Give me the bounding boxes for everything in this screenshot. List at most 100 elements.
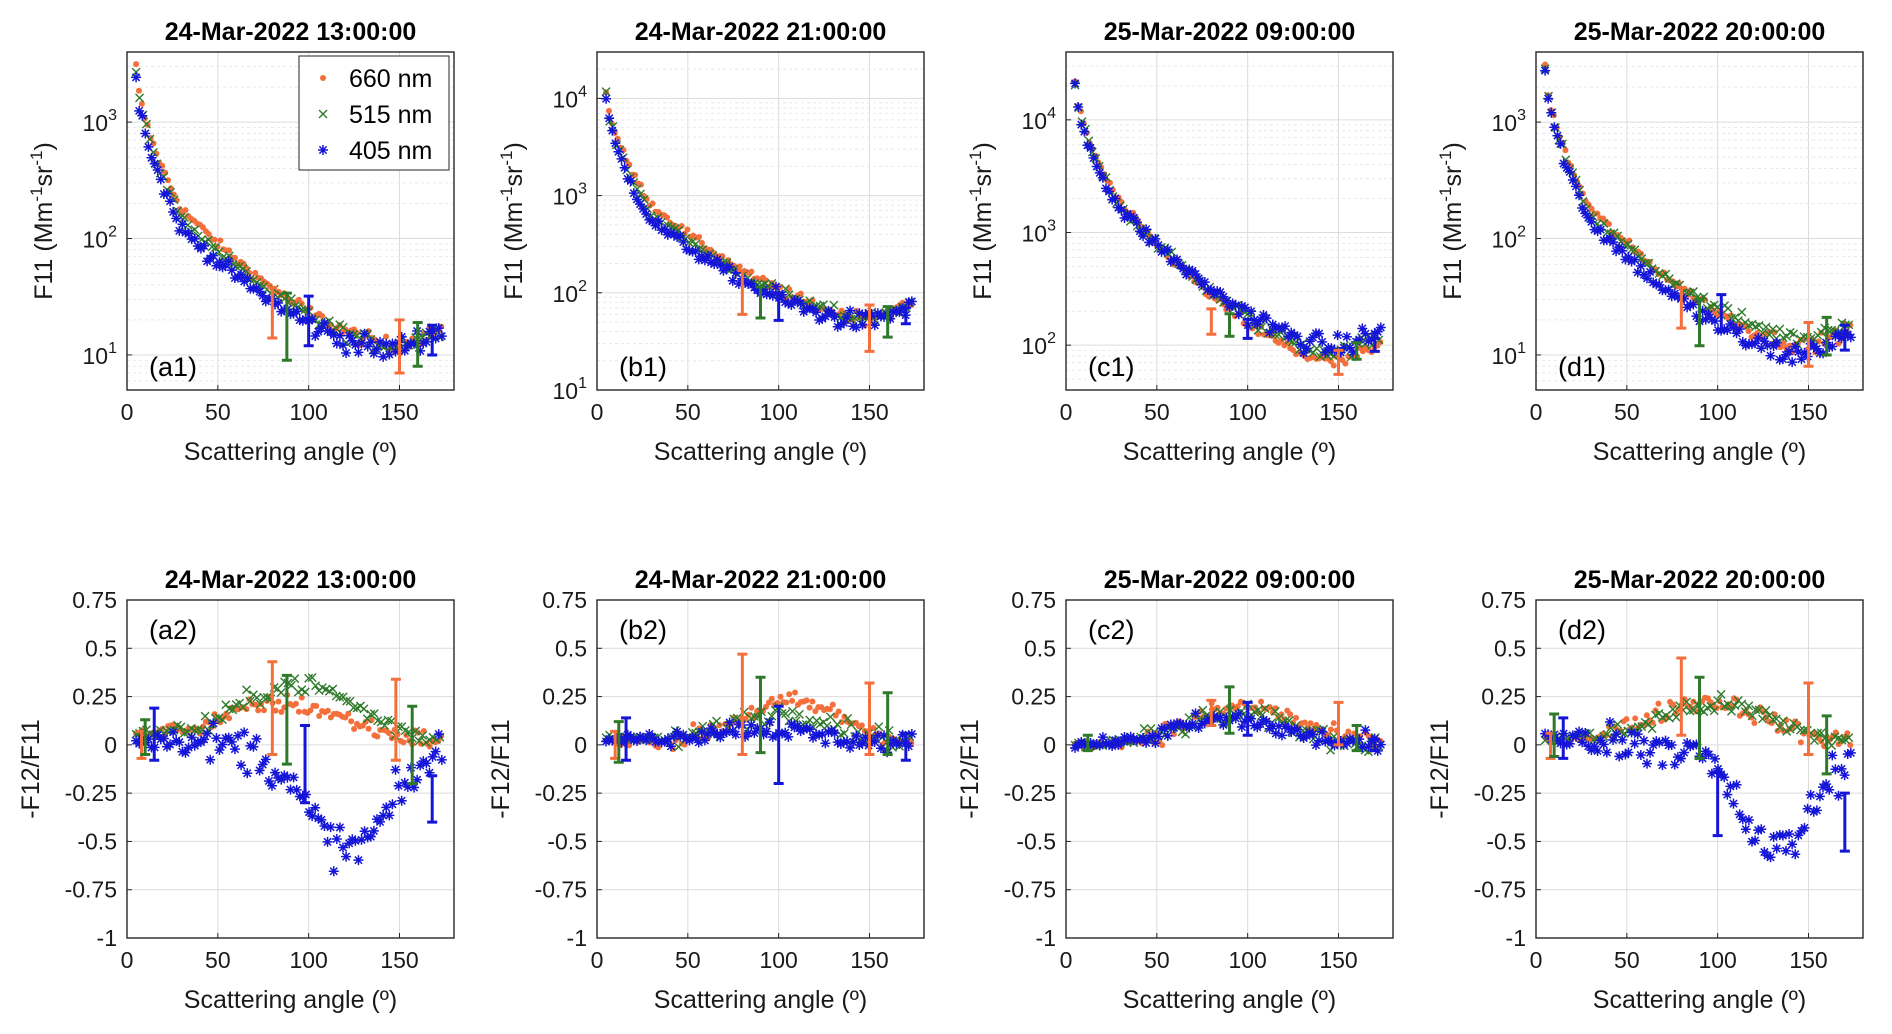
point-405nm bbox=[1629, 738, 1640, 749]
point-405nm bbox=[780, 297, 791, 308]
point-405nm bbox=[300, 313, 311, 324]
point-515nm bbox=[636, 189, 646, 199]
point-405nm bbox=[604, 113, 615, 124]
point-405nm bbox=[1719, 324, 1730, 335]
point-515nm bbox=[1274, 713, 1284, 723]
point-660nm bbox=[1327, 726, 1334, 733]
point-405nm bbox=[171, 735, 182, 746]
point-405nm bbox=[1116, 736, 1127, 747]
point-405nm bbox=[1762, 850, 1773, 861]
point-405nm bbox=[239, 727, 250, 738]
point-515nm bbox=[1664, 274, 1674, 284]
y-tick-label: -0.5 bbox=[1016, 828, 1056, 854]
point-405nm bbox=[1341, 738, 1352, 749]
y-tick-label: 0.75 bbox=[72, 587, 117, 613]
point-405nm bbox=[1341, 331, 1352, 342]
point-405nm bbox=[1233, 709, 1244, 720]
x-tick-label: 0 bbox=[591, 947, 604, 973]
point-405nm bbox=[814, 315, 825, 326]
point-405nm bbox=[672, 726, 683, 737]
error-bar-405nm bbox=[427, 774, 438, 824]
point-405nm bbox=[356, 834, 367, 845]
point-405nm bbox=[1085, 737, 1096, 748]
point-515nm bbox=[345, 696, 355, 706]
point-515nm bbox=[1689, 286, 1699, 296]
point-405nm bbox=[319, 820, 330, 831]
point-515nm bbox=[1754, 320, 1764, 330]
point-405nm bbox=[1790, 849, 1801, 860]
point-515nm bbox=[228, 705, 238, 715]
point-660nm bbox=[1623, 716, 1630, 723]
point-405nm bbox=[362, 341, 373, 352]
point-405nm bbox=[730, 267, 741, 278]
point-405nm bbox=[341, 348, 352, 359]
point-660nm bbox=[211, 236, 218, 243]
point-405nm bbox=[848, 321, 859, 332]
point-405nm bbox=[662, 733, 673, 744]
point-405nm bbox=[242, 273, 253, 284]
point-405nm bbox=[1697, 305, 1708, 316]
point-515nm bbox=[1740, 707, 1750, 717]
point-405nm bbox=[1301, 343, 1312, 354]
x-axis-label: Scattering angle (º) bbox=[1593, 438, 1806, 466]
point-515nm bbox=[418, 730, 428, 740]
point-405nm bbox=[263, 775, 274, 786]
point-405nm bbox=[1725, 781, 1736, 792]
point-405nm bbox=[1555, 738, 1566, 749]
point-660nm bbox=[768, 695, 775, 702]
point-660nm bbox=[252, 269, 259, 276]
point-660nm bbox=[319, 313, 326, 320]
y-tick-label: 0 bbox=[574, 732, 587, 758]
error-bar-660nm bbox=[1206, 307, 1217, 336]
point-405nm bbox=[263, 294, 274, 305]
point-405nm bbox=[1620, 749, 1631, 760]
point-405nm bbox=[1824, 784, 1835, 795]
point-405nm bbox=[155, 174, 166, 185]
point-405nm bbox=[375, 816, 386, 827]
point-405nm bbox=[430, 746, 441, 757]
y-tick-label: 0.25 bbox=[542, 684, 587, 710]
point-405nm bbox=[659, 224, 670, 235]
point-405nm bbox=[875, 743, 886, 754]
point-660nm bbox=[745, 711, 752, 718]
point-515nm bbox=[304, 673, 314, 683]
point-515nm bbox=[1768, 324, 1778, 334]
point-660nm bbox=[803, 697, 810, 704]
point-405nm bbox=[1827, 341, 1838, 352]
point-405nm bbox=[647, 216, 658, 227]
point-405nm bbox=[415, 760, 426, 771]
point-515nm bbox=[242, 685, 252, 695]
point-405nm bbox=[638, 203, 649, 214]
point-405nm bbox=[1675, 753, 1686, 764]
point-515nm bbox=[1644, 258, 1654, 268]
point-405nm bbox=[368, 348, 379, 359]
x-tick-label: 150 bbox=[850, 399, 888, 425]
point-515nm bbox=[290, 674, 300, 684]
point-405nm bbox=[854, 308, 865, 319]
error-bar-405nm bbox=[1242, 317, 1253, 340]
axes-frame bbox=[596, 599, 925, 939]
point-515nm bbox=[380, 720, 390, 730]
point-405nm bbox=[350, 339, 361, 350]
error-bars bbox=[737, 268, 911, 353]
error-bar-515nm bbox=[1351, 341, 1362, 361]
point-515nm bbox=[1751, 705, 1761, 715]
point-405nm bbox=[1246, 713, 1257, 724]
point-405nm bbox=[746, 719, 757, 730]
point-405nm bbox=[1561, 739, 1572, 750]
point-405nm bbox=[1811, 343, 1822, 354]
point-405nm bbox=[1574, 190, 1585, 201]
point-405nm bbox=[743, 728, 754, 739]
point-405nm bbox=[616, 153, 627, 164]
point-405nm bbox=[1654, 279, 1665, 290]
error-bar-660nm bbox=[1803, 320, 1814, 368]
point-405nm bbox=[696, 251, 707, 262]
point-660nm bbox=[1762, 714, 1769, 721]
point-660nm bbox=[307, 707, 314, 714]
point-515nm bbox=[794, 709, 804, 719]
point-405nm bbox=[242, 768, 253, 779]
point-515nm bbox=[787, 706, 797, 716]
point-660nm bbox=[1342, 360, 1349, 367]
point-405nm bbox=[1107, 194, 1118, 205]
point-515nm bbox=[190, 225, 200, 235]
